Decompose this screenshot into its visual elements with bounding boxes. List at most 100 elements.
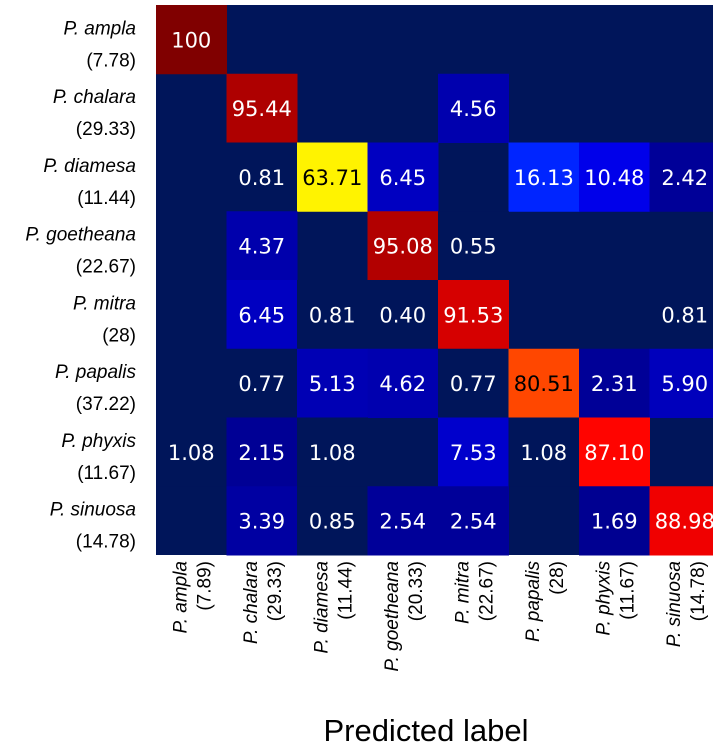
column-label-name: P. chalara: [241, 561, 262, 644]
cell-value: 63.71: [302, 166, 362, 190]
heatmap-cell: [649, 348, 713, 418]
row-label-count: (7.78): [86, 50, 136, 71]
column-label-count: (22.67): [476, 561, 497, 621]
heatmap-cell: [438, 211, 509, 281]
heatmap-cell: [226, 73, 298, 143]
row-label-name: P. diamesa: [43, 156, 136, 177]
cell-value: 16.13: [514, 166, 574, 190]
cell-value: 100: [171, 28, 211, 52]
cell-value: 1.08: [168, 441, 215, 465]
cell-value: 4.37: [238, 235, 285, 259]
heatmap-cell: [367, 211, 439, 281]
cell-value: 2.54: [379, 510, 426, 534]
column-labels: P. ampla (7.89) P. chalara (29.33) P. diames…: [170, 561, 709, 672]
cell-value: 87.10: [584, 441, 644, 465]
heatmap-cell: [297, 280, 368, 350]
cell-value: 0.40: [379, 303, 426, 327]
heatmap-cell: [226, 348, 298, 418]
heatmap-cell: [297, 417, 368, 487]
cell-value: 6.45: [379, 166, 426, 190]
row-label-name: P. goetheana: [25, 225, 136, 246]
heatmap-cell: [156, 5, 227, 75]
row-label-count: (37.22): [76, 394, 136, 415]
heatmap-cell: [579, 348, 650, 418]
cell-value: 1.08: [309, 441, 356, 465]
row-label-count: (28): [102, 325, 136, 346]
heatmap-cell: [226, 417, 298, 487]
row-label-count: (11.67): [77, 463, 136, 484]
cell-value: 95.08: [373, 235, 433, 259]
cell-value: 0.85: [309, 510, 356, 534]
heatmap-cell: [226, 142, 298, 212]
x-axis-title: Predicted label: [323, 713, 528, 747]
column-label-name: P. phyxis: [593, 561, 614, 636]
heatmap-cell: [438, 486, 509, 556]
heatmap-cell: [367, 348, 439, 418]
cell-value: 80.51: [514, 372, 574, 396]
column-label-count: (28): [547, 561, 568, 595]
cell-value: 6.45: [238, 303, 285, 327]
column-label-count: (29.33): [265, 561, 286, 621]
cell-value: 10.48: [584, 166, 644, 190]
cell-value: 88.98: [655, 510, 713, 534]
row-label-count: (11.44): [77, 188, 136, 209]
row-label-name: P. sinuosa: [50, 500, 136, 521]
row-label-name: P. phyxis: [61, 431, 136, 452]
heatmap-cells: 100 95.44 4.56 0.81 63.71 6.45 16.13 10.48 2.42 4…: [156, 5, 713, 556]
cell-value: 0.81: [661, 303, 708, 327]
cell-value: 5.13: [309, 372, 356, 396]
heatmap-cell: [649, 486, 713, 556]
heatmap-cell: [226, 280, 298, 350]
heatmap-cell: [508, 417, 580, 487]
cell-value: 7.53: [450, 441, 497, 465]
heatmap-cell: [226, 211, 298, 281]
cell-value: 95.44: [232, 97, 292, 121]
column-label-name: P. sinuosa: [664, 561, 685, 647]
cell-value: 0.77: [238, 372, 285, 396]
heatmap-cell: [579, 142, 650, 212]
row-labels: P. ampla (7.78) P. chalara (29.33) P. diames…: [25, 18, 136, 552]
column-label-count: (11.44): [335, 561, 356, 620]
cell-value: 91.53: [443, 303, 503, 327]
column-label-count: (20.33): [406, 561, 427, 621]
cell-value: 0.55: [450, 235, 497, 259]
heatmap-cell: [297, 142, 368, 212]
row-label-name: P. ampla: [63, 18, 136, 39]
heatmap-cell: [649, 142, 713, 212]
cell-value: 4.56: [450, 97, 497, 121]
column-label-name: P. papalis: [523, 561, 544, 642]
row-label-count: (22.67): [76, 257, 136, 278]
column-label-name: P. ampla: [170, 561, 191, 634]
cell-value: 1.08: [520, 441, 567, 465]
heatmap-cell: [367, 280, 439, 350]
heatmap-cell: [508, 142, 580, 212]
heatmap-cell: [367, 486, 439, 556]
heatmap-cell: [438, 280, 509, 350]
column-label-name: P. mitra: [452, 561, 473, 624]
heatmap-cell: [438, 348, 509, 418]
heatmap-cell: [438, 417, 509, 487]
cell-value: 1.69: [591, 510, 638, 534]
cell-value: 2.15: [238, 441, 285, 465]
cell-value: 2.54: [450, 510, 497, 534]
heatmap-cell: [297, 486, 368, 556]
heatmap-cell: [226, 486, 298, 556]
heatmap-cell: [367, 142, 439, 212]
row-label-count: (14.78): [76, 532, 136, 553]
heatmap-cell: [508, 348, 580, 418]
row-label-name: P. chalara: [53, 87, 136, 108]
row-label-name: P. mitra: [73, 293, 136, 314]
column-label-count: (7.89): [194, 561, 215, 611]
row-label-count: (29.33): [76, 119, 136, 140]
cell-value: 0.81: [309, 303, 356, 327]
heatmap-cell: [579, 417, 650, 487]
column-label-name: P. goetheana: [382, 561, 403, 672]
heatmap-cell: [649, 280, 713, 350]
heatmap-cell: [156, 417, 227, 487]
column-label-count: (14.78): [688, 561, 709, 621]
cell-value: 5.90: [661, 372, 708, 396]
cell-value: 0.81: [238, 166, 285, 190]
cell-value: 2.42: [661, 166, 708, 190]
heatmap-cell: [297, 348, 368, 418]
